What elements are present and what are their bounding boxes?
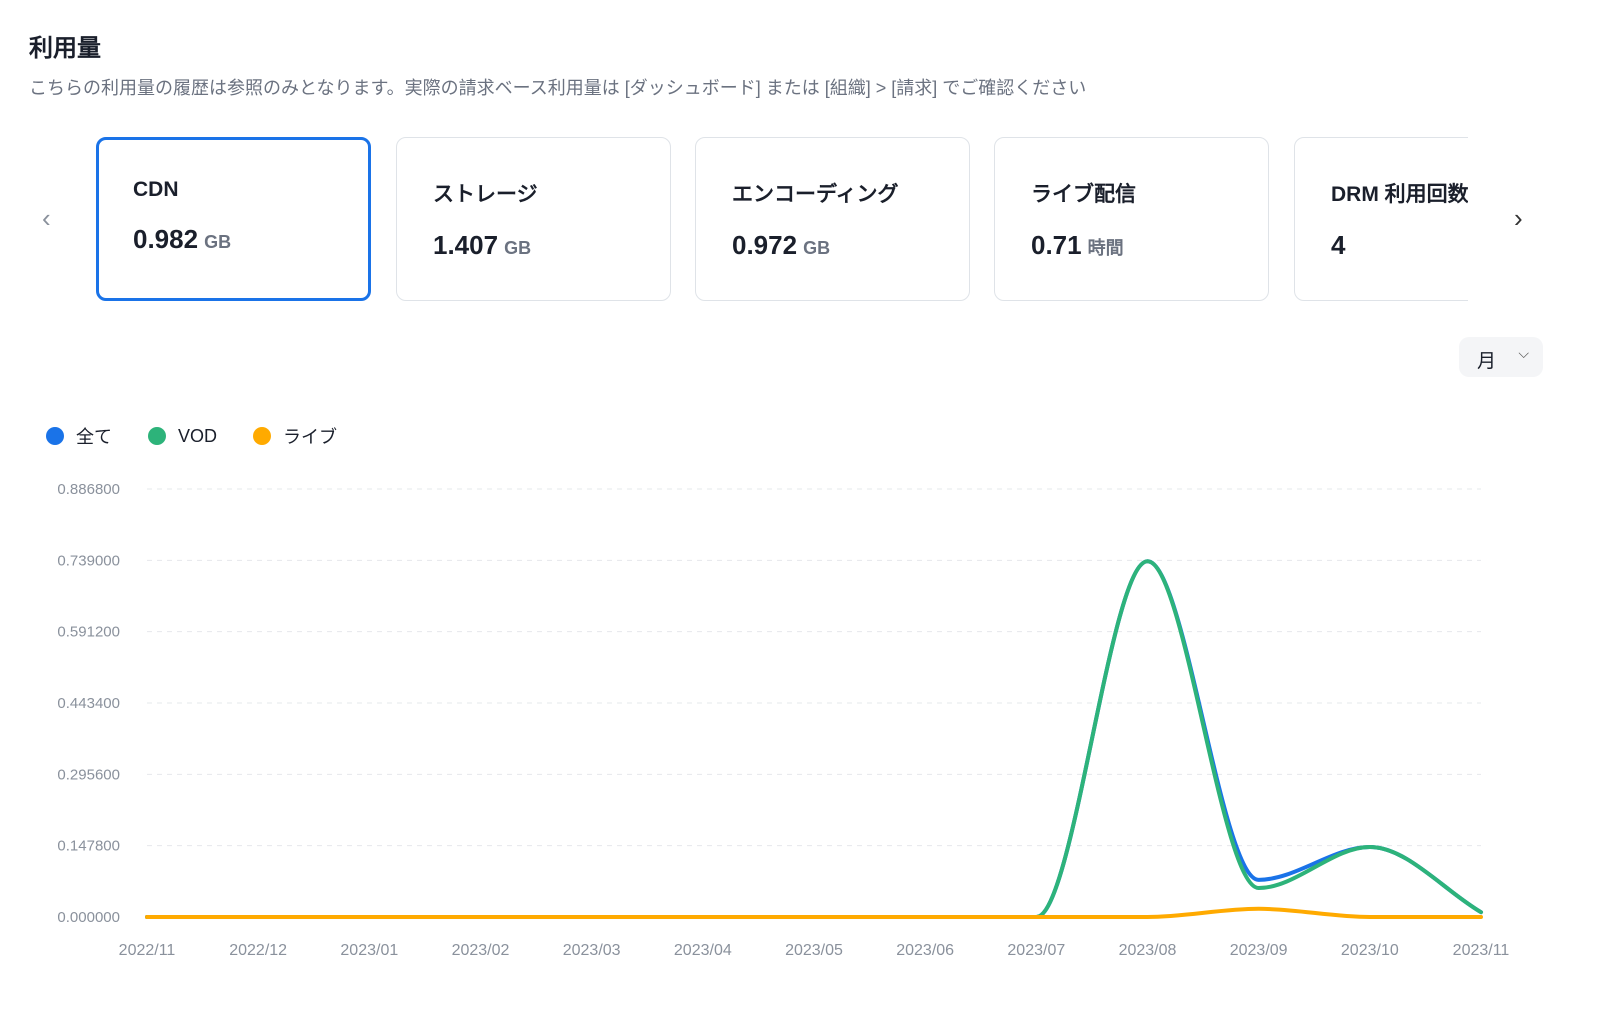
card-label: ストレージ (433, 183, 538, 206)
chevron-down-icon: ⌵ (1518, 345, 1529, 361)
card-unit: GB (204, 232, 232, 252)
usage-card-drm[interactable]: DRM 利用回数 4 (1294, 137, 1468, 301)
legend-dot-icon (148, 427, 166, 445)
period-select-value: 月 (1477, 351, 1497, 372)
x-tick-label: 2023/01 (340, 942, 398, 959)
y-tick-label: 0.591200 (57, 624, 120, 641)
usage-card-cdn[interactable]: CDN 0.982 GB (96, 137, 371, 301)
legend-dot-icon (253, 427, 272, 445)
legend-label: VOD (178, 425, 218, 446)
x-tick-label: 2022/12 (229, 942, 287, 959)
page-title: 利用量 (29, 35, 101, 62)
x-tick-label: 2022/11 (119, 942, 176, 959)
card-label: エンコーディング (732, 183, 899, 206)
card-label: DRM 利用回数 (1331, 183, 1468, 206)
card-value: 0.71 (1031, 230, 1082, 260)
legend-dot-icon (46, 427, 64, 445)
chevron-right-icon[interactable]: › (1514, 203, 1523, 233)
series-line-live (145, 906, 1483, 919)
legend-item-live[interactable]: ライブ (253, 423, 337, 449)
y-tick-label: 0.886800 (57, 481, 120, 498)
legend-item-vod[interactable]: VOD (148, 423, 217, 449)
card-value: 4 (1331, 230, 1346, 260)
card-value: 0.972 (732, 230, 798, 260)
card-value: 0.982 (133, 224, 199, 254)
legend-label: 全て (76, 427, 112, 447)
chart-legend: 全て VOD ライブ (46, 423, 337, 449)
period-select[interactable]: 月 ⌵ (1459, 337, 1543, 377)
usage-card-storage[interactable]: ストレージ 1.407 GB (396, 137, 671, 301)
y-tick-label: 0.443400 (57, 695, 120, 712)
legend-item-all[interactable]: 全て (46, 423, 112, 449)
usage-card-encoding[interactable]: エンコーディング 0.972 GB (695, 137, 970, 301)
card-label: ライブ配信 (1031, 183, 1136, 206)
card-unit: 時間 (1087, 238, 1124, 258)
x-tick-label: 2023/05 (785, 942, 843, 959)
card-unit: GB (504, 238, 532, 258)
x-tick-label: 2023/07 (1007, 942, 1065, 959)
legend-label: ライブ (283, 427, 338, 447)
x-tick-label: 2023/03 (563, 942, 621, 959)
y-tick-label: 0.739000 (57, 552, 120, 569)
chevron-left-icon[interactable]: ‹ (42, 203, 51, 233)
page-subtitle: こちらの利用量の履歴は参照のみとなります。実際の請求ベース利用量は [ダッシュボ… (29, 78, 1087, 98)
x-tick-label: 2023/10 (1341, 942, 1399, 959)
x-tick-label: 2023/06 (896, 942, 954, 959)
y-tick-label: 0.147800 (57, 838, 120, 855)
series-line-vod (145, 559, 1483, 919)
x-tick-label: 2023/11 (1453, 942, 1510, 959)
series-line-all (145, 559, 1483, 919)
x-tick-label: 2023/09 (1230, 942, 1288, 959)
x-tick-label: 2023/08 (1119, 942, 1177, 959)
y-tick-label: 0.000000 (57, 909, 120, 926)
card-value: 1.407 (433, 230, 499, 260)
y-tick-label: 0.295600 (57, 766, 120, 783)
card-unit: GB (803, 238, 831, 258)
x-tick-label: 2023/02 (452, 942, 510, 959)
x-tick-label: 2023/04 (674, 942, 732, 959)
usage-card-live[interactable]: ライブ配信 0.71 時間 (994, 137, 1269, 301)
card-label: CDN (133, 178, 179, 201)
usage-card-carousel: CDN 0.982 GB ストレージ 1.407 GB エンコーディング 0.972… (96, 137, 1468, 301)
